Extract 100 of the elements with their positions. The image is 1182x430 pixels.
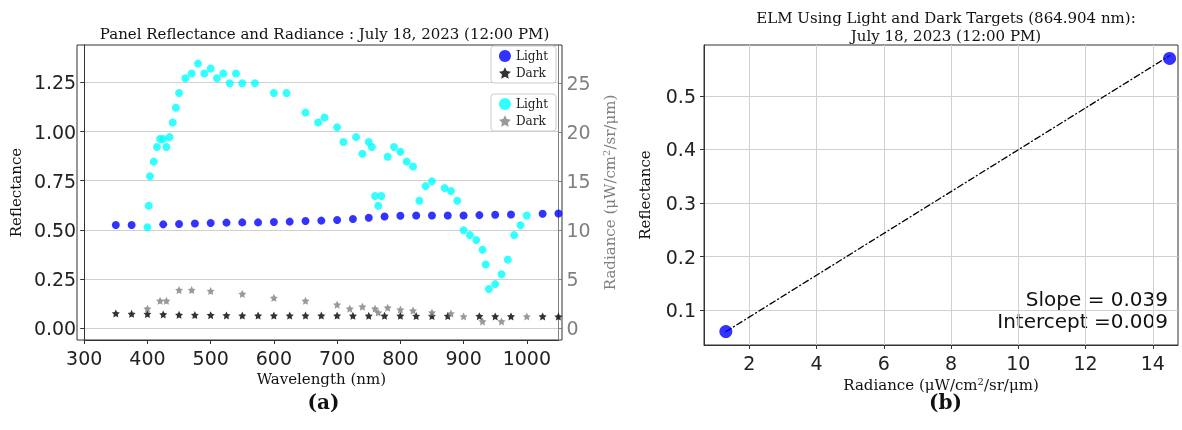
point: [144, 201, 153, 210]
point: [383, 303, 392, 312]
point: [225, 79, 234, 88]
point: [367, 142, 376, 151]
x-tick-label: 6: [877, 351, 890, 374]
point: [475, 211, 484, 220]
y2-tick-label: 5: [566, 268, 579, 291]
point: [149, 157, 158, 166]
point: [491, 210, 500, 219]
point: [333, 311, 342, 320]
point: [459, 211, 468, 220]
point: [187, 69, 196, 78]
point: [194, 59, 203, 68]
point: [269, 293, 278, 302]
point: [358, 302, 367, 311]
point: [127, 309, 136, 318]
text: (a): [307, 390, 340, 414]
point: [175, 286, 184, 295]
point: [145, 172, 154, 181]
point: [339, 138, 348, 147]
point: [143, 304, 152, 313]
point: [222, 218, 231, 227]
point: [320, 113, 329, 122]
legend-label: Dark: [515, 66, 547, 80]
point: [181, 74, 190, 83]
point: [402, 157, 411, 166]
point: [238, 218, 247, 227]
point: [206, 64, 215, 73]
point: [491, 312, 500, 321]
x-tick-label: 12: [1073, 351, 1098, 374]
x-tick-label: 10: [1006, 351, 1031, 374]
point: [187, 286, 196, 295]
point: [269, 311, 278, 320]
y-axis-title: Reflectance: [6, 147, 25, 238]
point: [390, 142, 399, 151]
x-tick-label: 600: [255, 346, 293, 369]
point: [301, 217, 310, 226]
point: [301, 311, 310, 320]
y-tick-label: 0.3: [665, 192, 696, 215]
point: [374, 201, 383, 210]
point: [206, 287, 215, 295]
point: [333, 216, 342, 225]
point: [516, 221, 525, 230]
y-tick-label: 0.50: [33, 218, 77, 241]
y2-axis-title: Radiance (μW/cm2/sr/μm): [600, 94, 619, 291]
point: [348, 215, 357, 224]
point: [453, 196, 462, 205]
point: [443, 211, 452, 220]
point: [200, 69, 209, 78]
point: [168, 118, 177, 127]
point: [333, 123, 342, 132]
y-tick-label: 1.25: [33, 71, 77, 94]
point: [143, 223, 152, 232]
point: [484, 285, 493, 294]
point: [481, 260, 490, 269]
y2-tick-label: 10: [566, 219, 591, 242]
point: [465, 231, 474, 240]
point: [222, 311, 231, 320]
point: [412, 211, 421, 220]
y2-tick-label: 20: [566, 121, 591, 144]
point: [396, 211, 405, 220]
point: [152, 142, 161, 151]
point: [459, 226, 468, 235]
chart-title: Panel Reflectance and Radiance : July 18, 2023 (12:00 PM): [99, 25, 550, 43]
legend-label: Light: [515, 49, 549, 63]
x-tick-label: 1000: [502, 346, 551, 369]
point: [364, 213, 373, 222]
point: [472, 236, 481, 245]
point: [238, 289, 247, 298]
annotation: Intercept =0.009: [997, 309, 1169, 333]
point: [380, 311, 389, 320]
x-tick-label: 14: [1140, 351, 1165, 374]
point: [165, 133, 174, 142]
legend-label: Light: [515, 97, 549, 111]
legend-label: Dark: [515, 114, 547, 128]
point: [219, 69, 228, 78]
point: [380, 212, 389, 221]
point: [491, 280, 500, 289]
point: [507, 312, 515, 321]
point: [396, 305, 405, 314]
point: [285, 217, 294, 226]
y-tick-label: 0.2: [665, 245, 696, 268]
point: [412, 312, 421, 321]
point: [440, 184, 449, 193]
point: [522, 211, 531, 220]
point: [162, 296, 171, 305]
point: [371, 191, 380, 200]
point: [111, 220, 120, 229]
point: [314, 118, 323, 127]
point: [162, 142, 171, 151]
point: [478, 317, 487, 326]
point: [374, 308, 383, 317]
point: [364, 311, 373, 320]
point: [206, 311, 215, 320]
point: [554, 209, 563, 218]
point: [238, 79, 247, 88]
point: [143, 310, 152, 319]
point: [175, 219, 184, 228]
point: [282, 89, 291, 98]
point: [206, 218, 215, 227]
